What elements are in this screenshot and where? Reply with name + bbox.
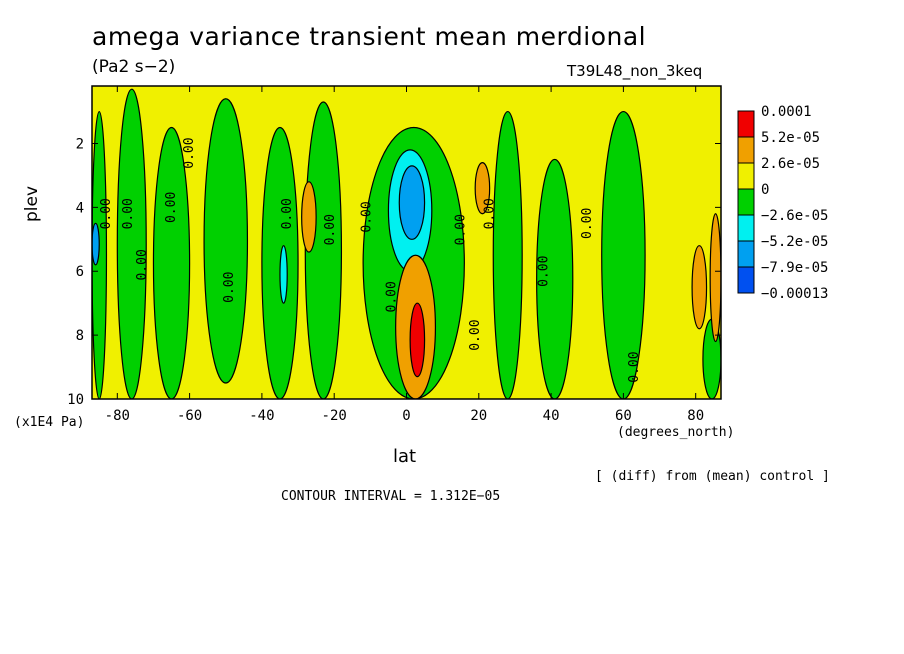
contour-region [304,101,343,399]
x-tick-label: -40 [249,408,274,424]
legend-label: −5.2e-05 [761,234,828,250]
plot-area: 0.00 0.00 0.00 0.00 0.00 0.00 0.00 0.00 0.00 0.00… [92,86,721,399]
y-tick-label: 2 [76,136,84,152]
contour-label: 0.00 [482,198,497,229]
contour-region [203,98,249,384]
legend-label: 0 [761,182,769,198]
legend-swatch [737,136,755,164]
contour-region [709,213,721,343]
legend-label: −0.00013 [761,286,828,302]
contour-label: 0.00 [359,201,374,232]
legend-label: 2.6e-05 [761,156,820,172]
axes: -80 -60 -40 -20 0 20 40 60 80 2 4 6 8 10 [67,85,722,424]
x-tick-label: 0 [402,408,410,424]
diff-note: [ (diff) from (mean) control ] [595,469,830,484]
x-tick-label: 80 [687,408,704,424]
legend-label: 0.0001 [761,104,812,120]
x-tick-label: -80 [105,408,130,424]
color-legend: 0.0001 5.2e-05 2.6e-05 0 −2.6e-05 −5.2e-05 −7.… [737,104,828,302]
run-label: T39L48_non_3keq [567,62,703,80]
contour-label: 0.00 [121,198,136,229]
contour-region [398,165,426,240]
legend-swatch [737,240,755,268]
legend-swatch [737,162,755,190]
x-axis-label: lat [393,446,417,467]
contour-region [691,245,708,330]
contour-label: 0.00 [135,249,150,280]
contour-interval: CONTOUR INTERVAL = 1.312E−05 [281,489,501,504]
contour-label: 0.00 [468,319,483,350]
y-tick-label: 8 [76,328,84,344]
contour-label: 0.00 [182,137,197,168]
contour-label: 0.00 [323,214,338,245]
legend-label: −2.6e-05 [761,208,828,224]
x-tick-label: -60 [177,408,202,424]
contour-label: 0.00 [164,192,179,223]
contour-region [301,181,317,253]
contour-label: 0.00 [385,281,400,312]
contour-label: 0.00 [280,198,295,229]
x-axis-unit: (degrees_north) [617,425,735,440]
x-tick-label: 60 [615,408,632,424]
contour-label: 0.00 [222,272,237,303]
contour-region [116,88,147,399]
legend-label: −7.9e-05 [761,260,828,276]
contour-region [409,302,426,378]
legend-swatch [737,266,755,294]
legend-swatch [737,214,755,242]
contour-region [601,110,646,399]
y-tick-label: 10 [67,392,84,408]
contour-label: 0.00 [580,208,595,239]
contour-region [92,222,100,266]
x-tick-label: -20 [322,408,347,424]
chart-title: amega variance transient mean merdional [92,22,647,51]
y-tick-label: 6 [76,264,84,280]
contour-label: 0.00 [453,214,468,245]
x-tick-label: 40 [543,408,560,424]
contour-region [279,245,288,304]
x-tick-label: 20 [470,408,487,424]
y-tick-label: 4 [76,200,84,216]
y-axis-unit: (x1E4 Pa) [14,415,85,430]
legend-swatch [737,188,755,216]
legend-swatch [737,110,755,138]
legend-label: 5.2e-05 [761,130,820,146]
units-label: (Pa2 s−2) [92,57,176,77]
contour-region [492,110,523,399]
contour-region [474,162,491,215]
contour-label: 0.00 [536,256,551,287]
contour-label: 0.00 [99,198,114,229]
contour-label: 0.00 [627,351,642,382]
